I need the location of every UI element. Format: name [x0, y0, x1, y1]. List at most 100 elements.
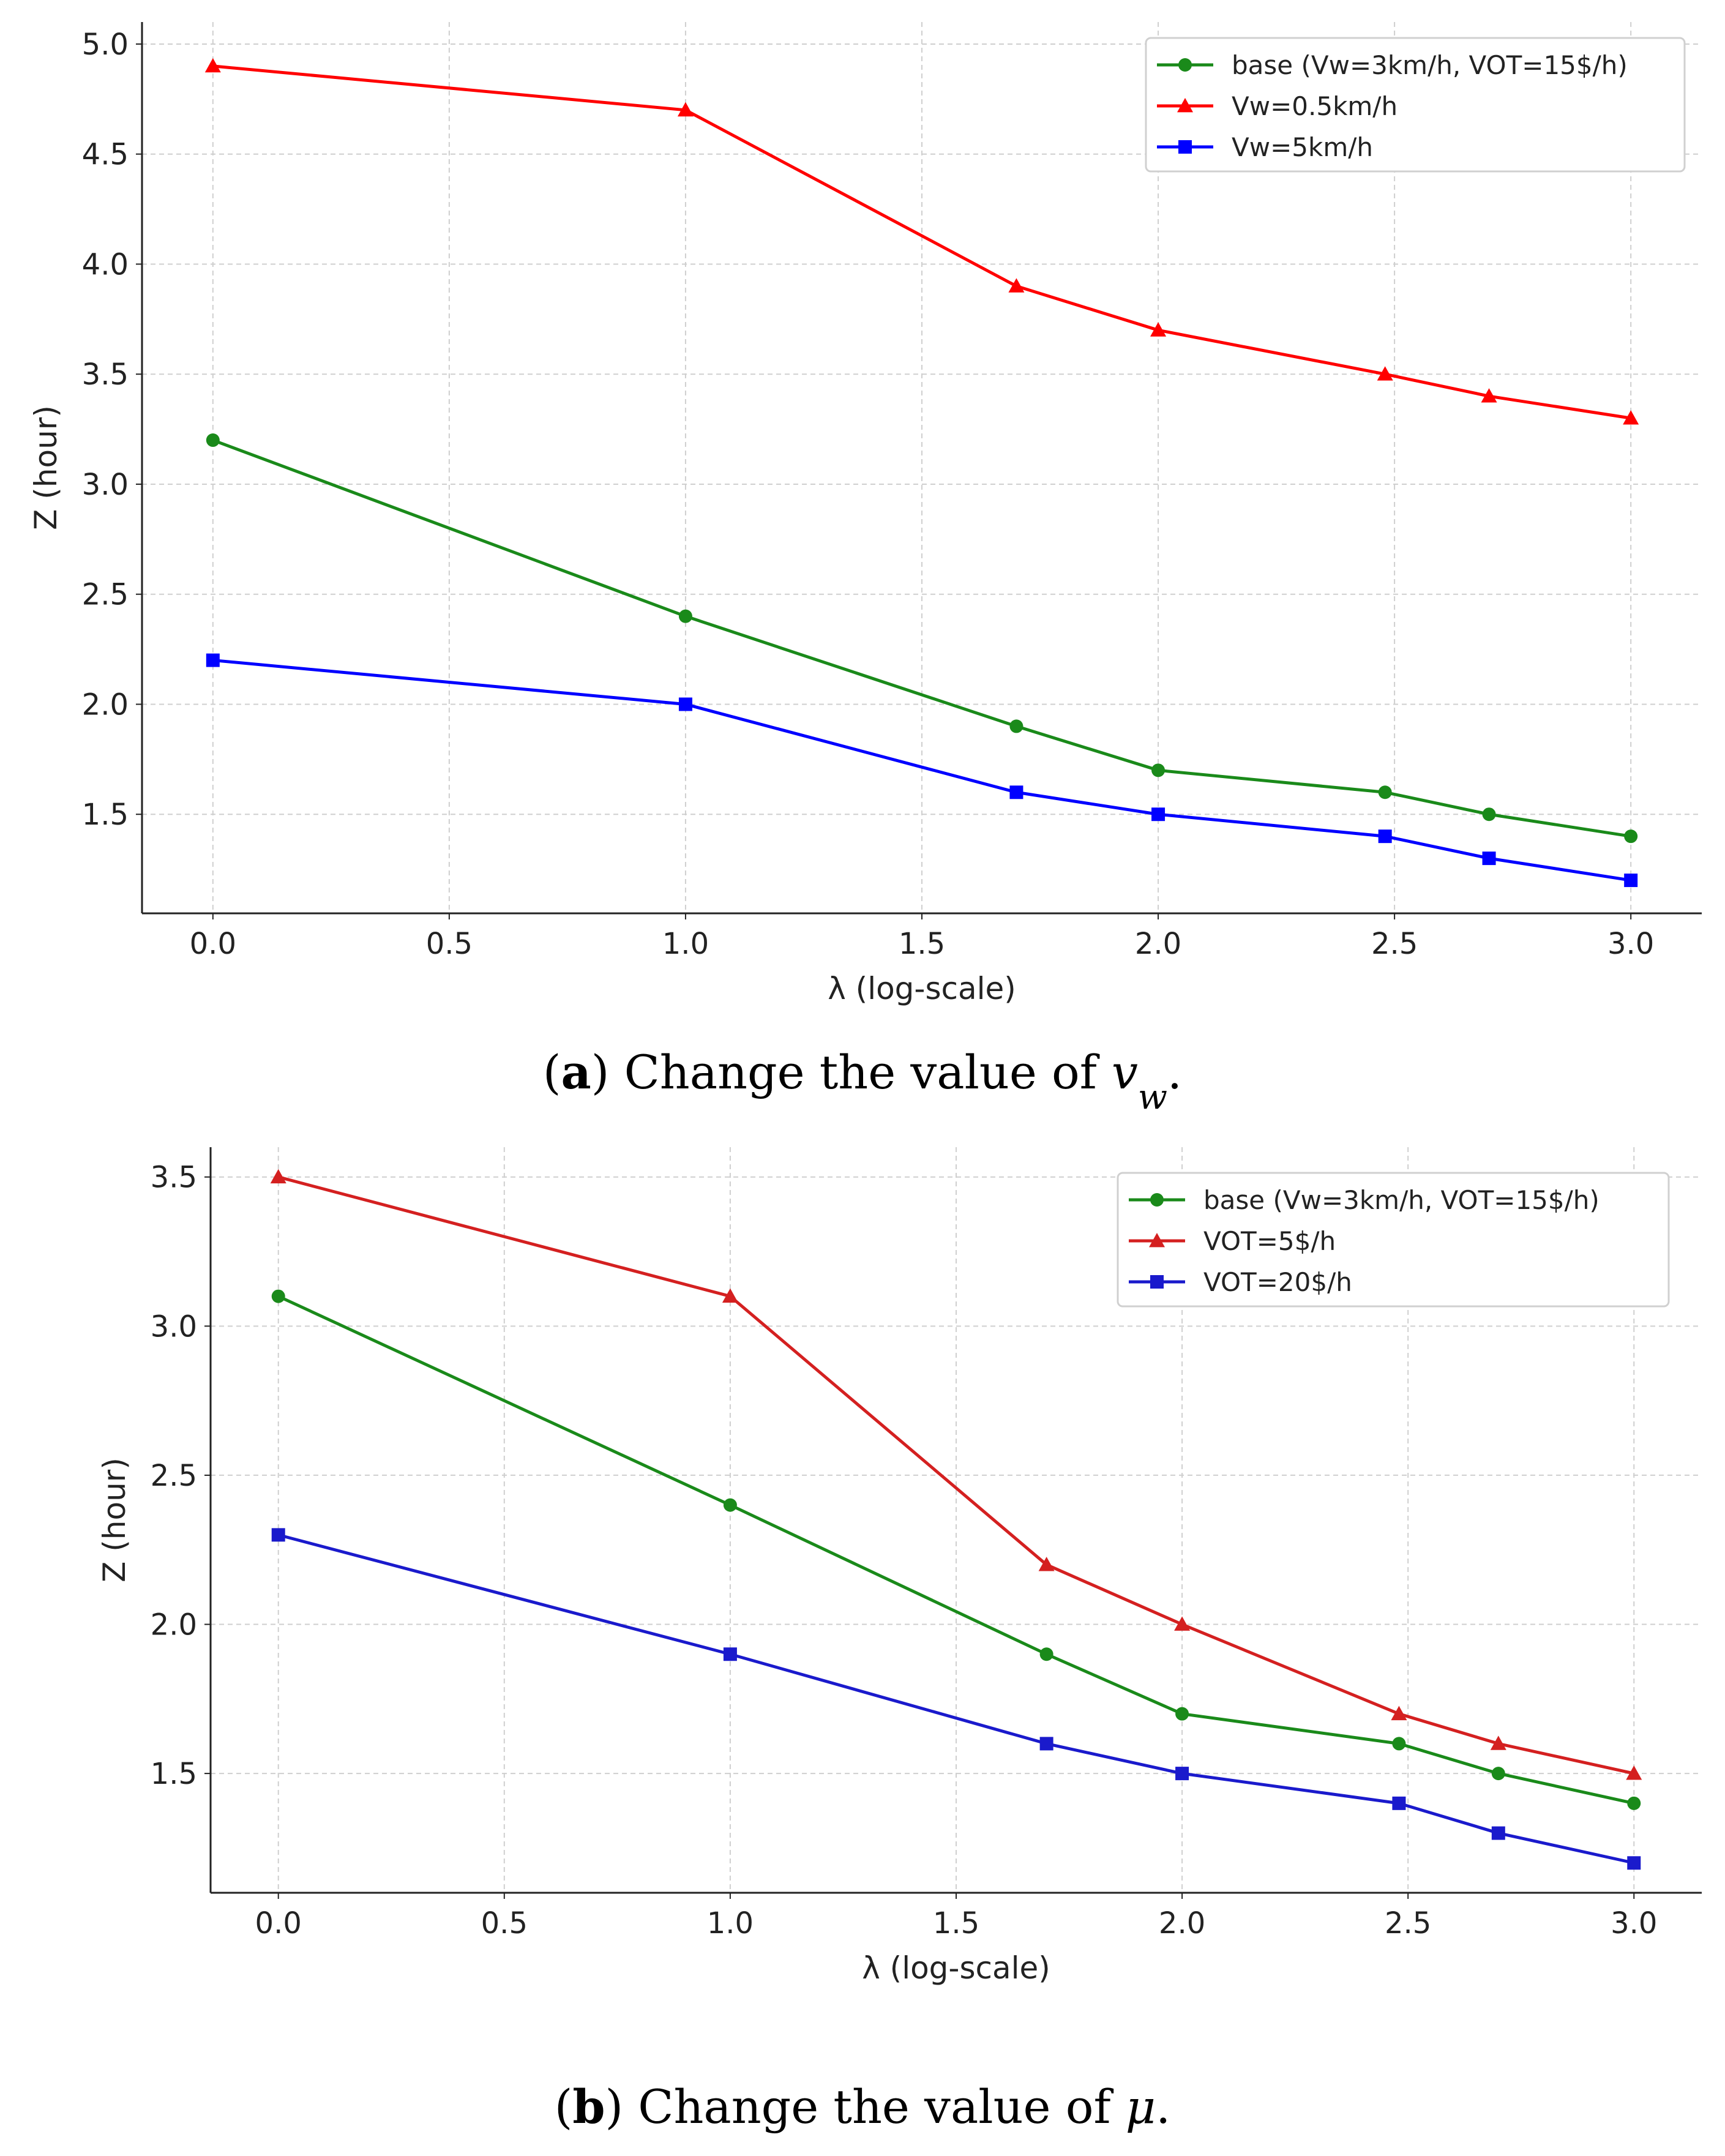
data-point	[722, 1288, 738, 1303]
legend-marker	[1177, 98, 1193, 113]
series-3	[206, 653, 1638, 888]
chart-2: 0.0 0.5 1.0 1.5 2.0 2.5 3.0 1.5 2.0 2.5 3.0 3.5 λ (l…	[97, 1147, 1702, 2134]
legend-label: base (Vw=3km/h, VOT=15$/h)	[1203, 1185, 1600, 1215]
data-point	[1491, 1767, 1505, 1781]
legend-box	[1145, 37, 1686, 173]
legend-marker	[1178, 140, 1192, 154]
series-2	[270, 1169, 1642, 1780]
data-point	[1490, 1735, 1506, 1750]
data-point	[1391, 1705, 1407, 1721]
data-point	[270, 1169, 286, 1184]
data-point	[1482, 807, 1496, 822]
data-point	[678, 697, 692, 711]
legend-label: base (Vw=3km/h, VOT=15$/h)	[1232, 50, 1628, 80]
data-point	[1624, 829, 1638, 844]
legend-marker	[1178, 58, 1192, 72]
y-tick-label: 3.5	[151, 1161, 197, 1195]
data-point	[677, 102, 694, 117]
y-tick-label: 1.5	[82, 798, 129, 832]
data-point	[271, 1528, 285, 1542]
y-tick-label: 3.0	[82, 468, 129, 502]
x-tick-label: 0.5	[426, 927, 473, 961]
legend-label: VOT=5$/h	[1203, 1226, 1336, 1256]
legend: base (Vw=3km/h, VOT=15$/h) VOT=5$/h VOT=20…	[1117, 1172, 1670, 1308]
x-tick-label: 3.0	[1607, 927, 1654, 961]
series-1	[271, 1289, 1641, 1810]
x-tick-label: 0.0	[255, 1906, 302, 1941]
x-tick-label: 1.5	[933, 1906, 979, 1941]
legend-marker	[1150, 1275, 1164, 1289]
y-tick-label: 3.0	[151, 1309, 197, 1344]
data-point	[1626, 1765, 1642, 1780]
x-tick-label: 3.0	[1611, 1906, 1657, 1941]
data-point	[1175, 1707, 1189, 1721]
x-tick-label: 2.5	[1385, 1906, 1431, 1941]
y-tick-label: 3.5	[82, 357, 129, 392]
legend: base (Vw=3km/h, VOT=15$/h) Vw=0.5km/h Vw=5…	[1145, 37, 1686, 173]
x-tick-label: 2.0	[1135, 927, 1181, 961]
data-point	[1378, 785, 1392, 799]
data-point	[1378, 829, 1392, 844]
data-point	[1038, 1557, 1055, 1571]
y-tick-label: 2.5	[151, 1459, 197, 1493]
data-point	[1009, 785, 1023, 799]
x-tick-label: 2.0	[1159, 1906, 1205, 1941]
data-point	[204, 58, 221, 73]
legend-label: Vw=0.5km/h	[1232, 91, 1398, 121]
y-tick-label: 2.0	[151, 1608, 197, 1642]
data-point	[1392, 1796, 1406, 1810]
legend-label: VOT=20$/h	[1203, 1267, 1352, 1297]
y-tick-label: 4.0	[82, 247, 129, 282]
y-tick-label: 1.5	[151, 1757, 197, 1791]
x-tick-label: 2.5	[1371, 927, 1418, 961]
y-tick-label: 4.5	[82, 138, 129, 172]
data-point	[1008, 278, 1025, 293]
figure-caption: (a) Change the value of vw.	[543, 1045, 1182, 1117]
x-tick-label: 1.0	[707, 1906, 754, 1941]
chart-1: 0.0 0.5 1.0 1.5 2.0 2.5 3.0 1.5 2.0 2.5 3.0 3.5 4.0 4…	[28, 22, 1702, 1117]
x-tick-label: 1.0	[662, 927, 709, 961]
x-tick-label: 1.5	[899, 927, 945, 961]
figure-caption: (b) Change the value of μ.	[555, 2079, 1171, 2134]
series-1	[206, 433, 1638, 844]
legend-marker	[1150, 1193, 1164, 1207]
data-point	[1482, 852, 1496, 866]
data-point	[271, 1289, 285, 1303]
series-2	[204, 58, 1639, 425]
legend-marker	[1149, 1233, 1165, 1248]
data-point	[1392, 1737, 1406, 1751]
data-point	[1009, 719, 1023, 733]
data-point	[1623, 410, 1639, 425]
y-axis-label: Z (hour)	[97, 1458, 132, 1582]
data-point	[1039, 1647, 1053, 1661]
data-point	[206, 653, 220, 667]
data-point	[1174, 1616, 1191, 1631]
data-point	[723, 1647, 737, 1661]
data-point	[1481, 388, 1497, 403]
data-point	[678, 609, 692, 623]
data-point	[1150, 322, 1167, 337]
y-tick-label: 2.0	[82, 687, 129, 722]
data-point	[723, 1498, 737, 1512]
x-axis-label: λ (log-scale)	[828, 971, 1016, 1006]
data-point	[1627, 1796, 1641, 1810]
y-axis-label: Z (hour)	[28, 405, 64, 530]
data-point	[1039, 1737, 1053, 1751]
data-point	[206, 433, 220, 447]
data-point	[1377, 366, 1393, 381]
data-point	[1151, 807, 1166, 822]
legend-box	[1117, 1172, 1670, 1308]
data-point	[1151, 763, 1166, 777]
x-tick-label: 0.5	[481, 1906, 528, 1941]
data-point	[1491, 1826, 1505, 1840]
x-tick-label: 0.0	[190, 927, 236, 961]
data-point	[1624, 874, 1638, 888]
data-point	[1627, 1856, 1641, 1870]
series-3	[271, 1528, 1641, 1870]
x-axis-label: λ (log-scale)	[862, 1950, 1050, 1986]
y-tick-label: 5.0	[82, 28, 129, 62]
legend-label: Vw=5km/h	[1232, 132, 1373, 162]
data-point	[1175, 1767, 1189, 1781]
y-tick-label: 2.5	[82, 578, 129, 612]
